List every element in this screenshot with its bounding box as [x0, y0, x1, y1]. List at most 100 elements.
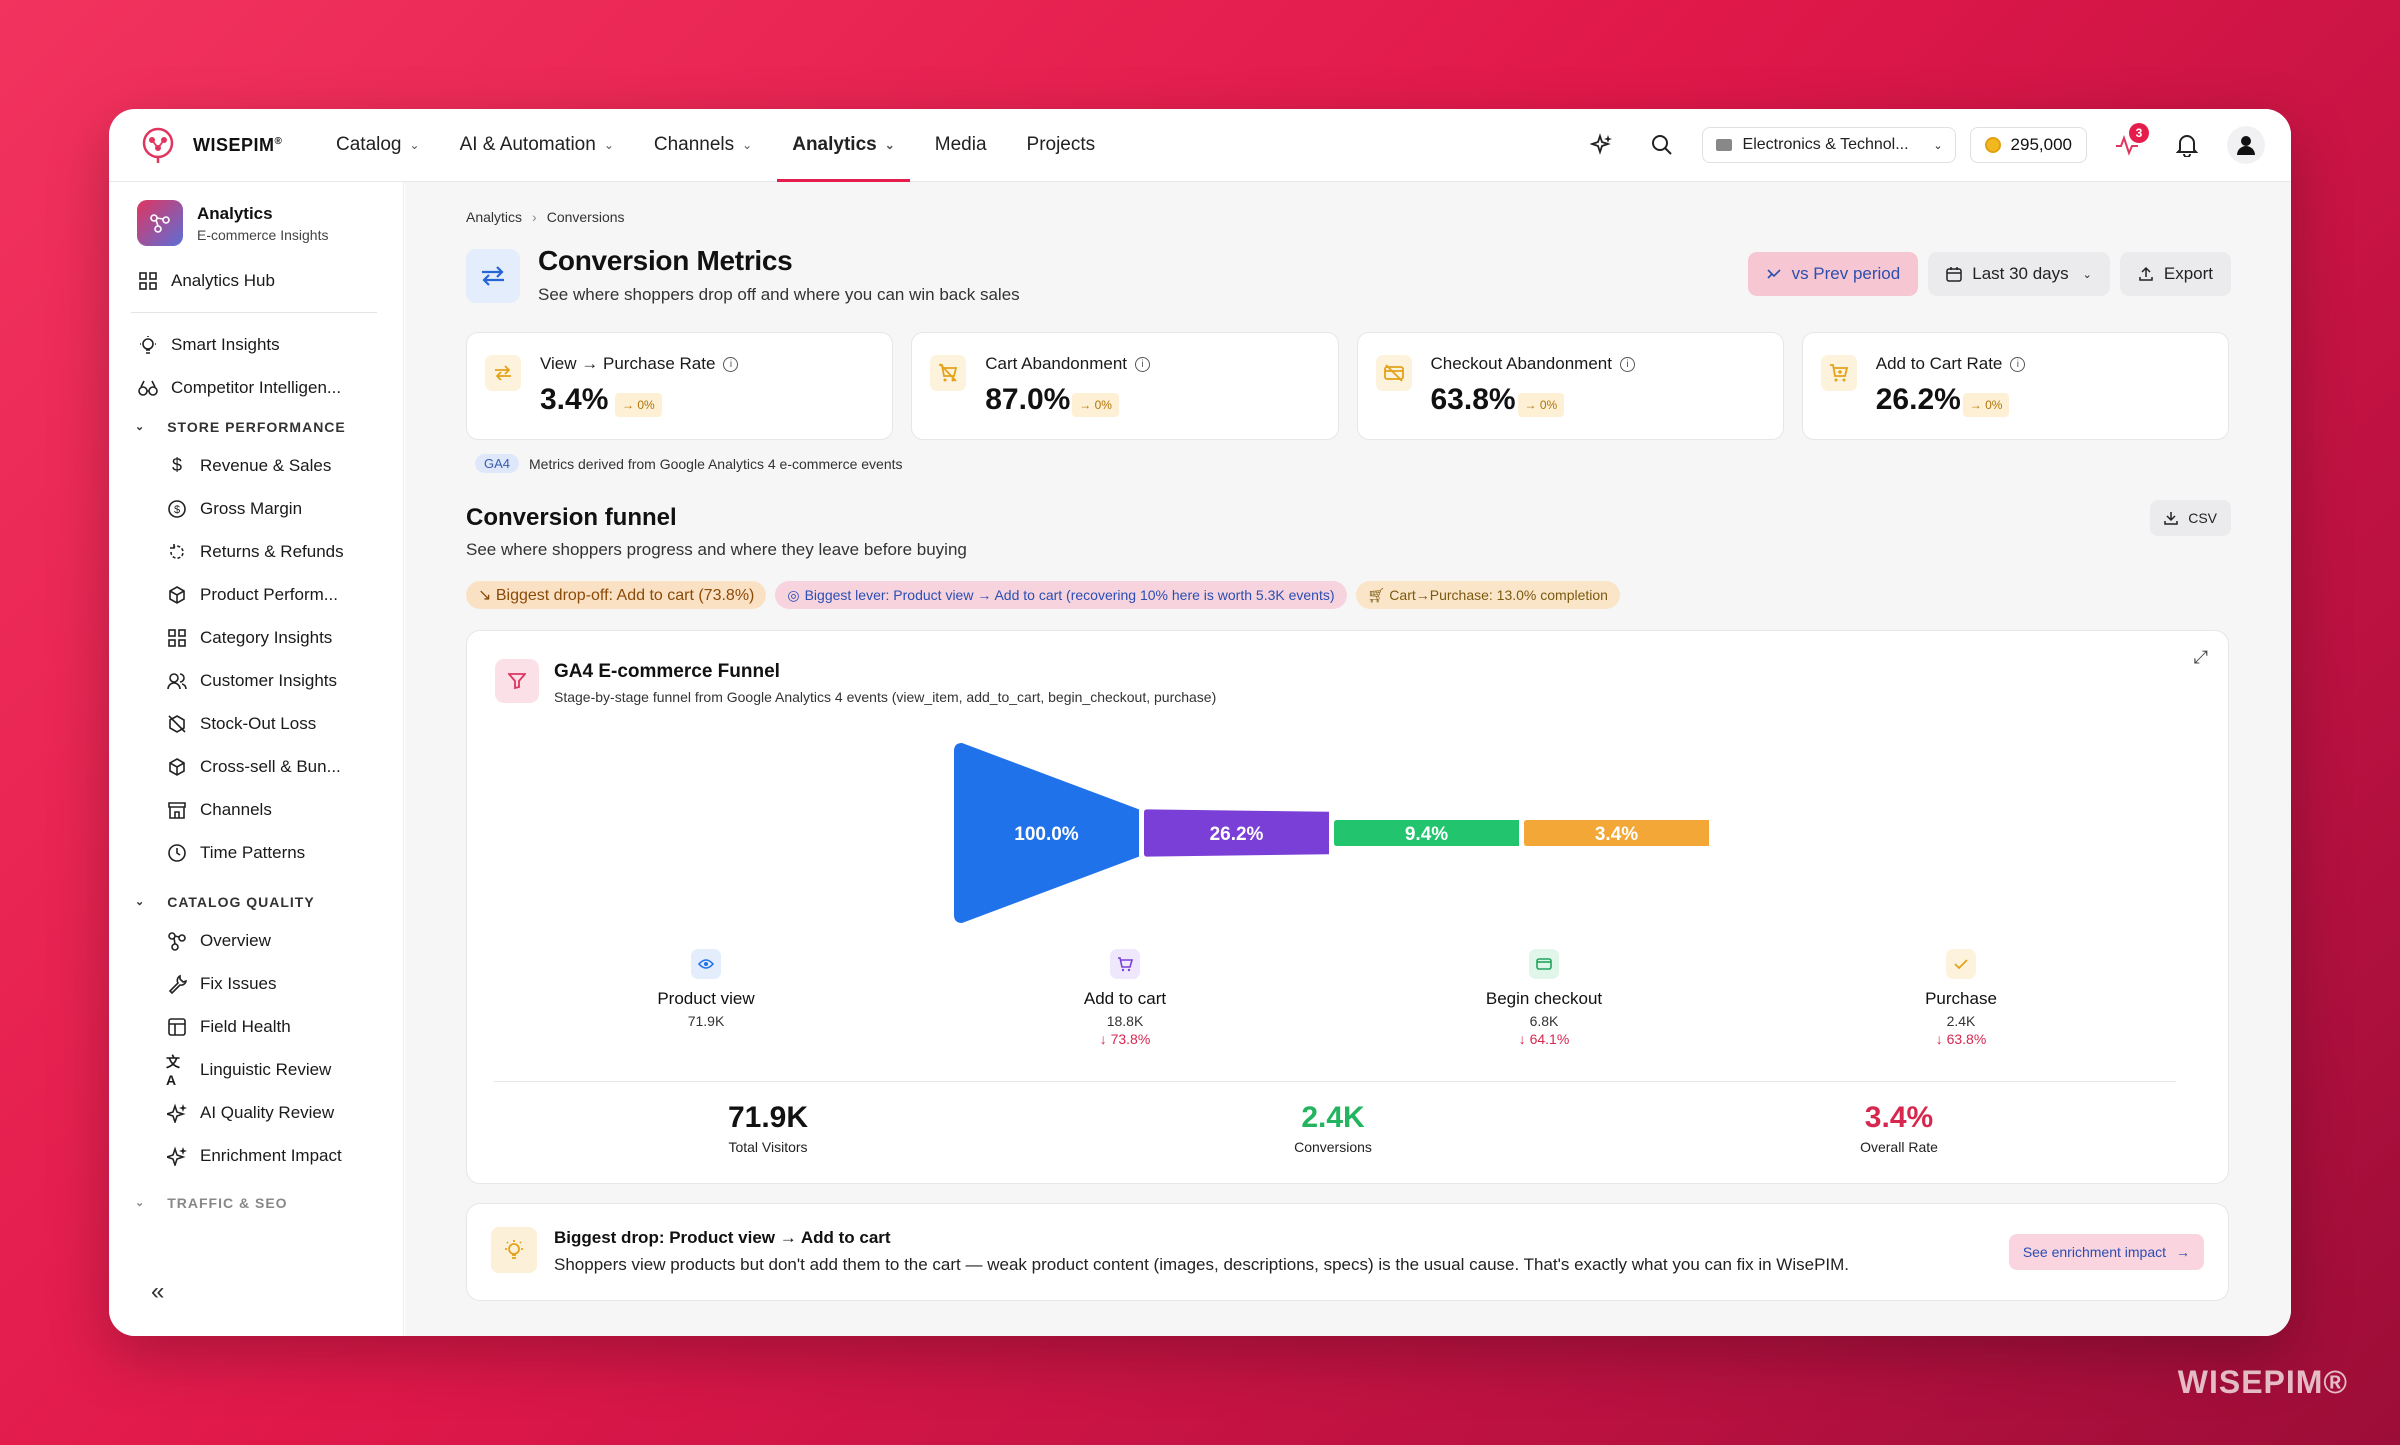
funnel-card-title: GA4 E-commerce Funnel — [554, 661, 780, 682]
funnel-segment[interactable] — [954, 743, 1139, 923]
nav-ai-automation-label: AI & Automation — [459, 134, 596, 155]
sidebar-item-customer-insights[interactable]: Customer Insights — [109, 659, 403, 702]
brand-name: WISEPIM — [193, 134, 275, 155]
sidebar-item-cross-sell-bundles[interactable]: Cross-sell & Bun... — [109, 745, 403, 788]
notifications-button[interactable] — [2167, 125, 2207, 165]
stage-name: Begin checkout — [1485, 989, 1603, 1008]
sidebar-item-overview[interactable]: Overview — [109, 919, 403, 962]
sidebar-item-label: Overview — [200, 930, 271, 950]
pill-biggest-lever: ◎ Biggest lever: Product view → Add to ca… — [775, 581, 1347, 609]
funnel-chart: 100.0% 26.2% 9.4% 3.4% — [954, 743, 1709, 923]
info-icon[interactable]: i — [2010, 356, 2026, 372]
date-range-label: Last 30 days — [1972, 264, 2069, 283]
sidebar-item-category-insights[interactable]: Category Insights — [109, 616, 403, 659]
csv-download-button[interactable]: CSV — [2150, 500, 2231, 536]
sidebar-item-channels[interactable]: Channels — [109, 788, 403, 831]
arrow-right-icon: → — [2176, 1244, 2190, 1260]
sidebar-item-label: Channels — [200, 799, 272, 819]
activity-pulse-icon — [2116, 135, 2138, 156]
sidebar-section-catalog-quality[interactable]: ⌄ CATALOG QUALITY — [109, 884, 403, 919]
arrows-exchange-icon — [466, 249, 520, 303]
collapse-sidebar-button[interactable]: « — [151, 1278, 165, 1305]
sidebar-item-enrichment-impact[interactable]: Enrichment Impact — [109, 1134, 403, 1177]
credits-balance[interactable]: 295,000 — [1969, 127, 2087, 163]
kpi-label: Checkout Abandonment — [1430, 354, 1612, 373]
sidebar-item-fix-issues[interactable]: Fix Issues — [109, 962, 403, 1005]
info-icon[interactable]: i — [1135, 356, 1151, 372]
kpi-change-badge: → 0% — [1517, 393, 1565, 417]
brand-trademark: ® — [274, 135, 283, 147]
sidebar-item-competitor-intelligence[interactable]: Competitor Intelligen... — [109, 366, 403, 409]
nav-ai-automation[interactable]: AI & Automation ⌄ — [445, 109, 629, 181]
nav-analytics-label: Analytics — [792, 134, 877, 155]
nav-channels[interactable]: Channels ⌄ — [639, 109, 767, 181]
chevron-right-icon: › — [532, 209, 537, 225]
see-enrichment-impact-button[interactable]: See enrichment impact → — [2008, 1234, 2204, 1270]
total-label: Overall Rate — [1860, 1139, 1938, 1155]
activity-badge: 3 — [2129, 123, 2149, 143]
sidebar-item-product-performance[interactable]: Product Perform... — [109, 573, 403, 616]
nav-projects-label: Projects — [1026, 134, 1096, 155]
search-button[interactable] — [1642, 125, 1682, 165]
sidebar-item-analytics-hub[interactable]: Analytics Hub — [109, 259, 403, 302]
stage-count: 6.8K — [1529, 1013, 1559, 1029]
breadcrumb-analytics[interactable]: Analytics — [466, 209, 523, 225]
total-visitors: 71.9K Total Visitors — [648, 1101, 888, 1155]
sidebar-item-linguistic-review[interactable]: 文A Linguistic Review — [109, 1048, 403, 1091]
funnel-segment[interactable] — [1524, 820, 1709, 846]
activity-button[interactable]: 3 — [2107, 123, 2149, 165]
chevron-down-icon: ⌄ — [135, 896, 146, 908]
info-icon[interactable]: i — [1619, 356, 1635, 372]
funnel-segment[interactable] — [1334, 820, 1519, 846]
sidebar-item-field-health[interactable]: Field Health — [109, 1005, 403, 1048]
info-icon[interactable]: i — [723, 356, 739, 372]
cart-icon: 🛒︎ — [1367, 586, 1386, 603]
nav-analytics[interactable]: Analytics ⌄ — [777, 109, 910, 182]
user-avatar[interactable] — [2227, 126, 2265, 164]
stage-drop: ↓ 73.8% — [1099, 1031, 1151, 1047]
kpi-value: 87.0% — [985, 383, 1071, 416]
sidebar-item-revenue-sales[interactable]: $ Revenue & Sales — [109, 444, 403, 487]
table-icon — [166, 1016, 188, 1038]
sidebar-item-returns-refunds[interactable]: Returns & Refunds — [109, 530, 403, 573]
date-range-button[interactable]: Last 30 days ⌄ — [1928, 252, 2110, 296]
sidebar-item-label: Competitor Intelligen... — [171, 377, 342, 397]
nav-media[interactable]: Media — [920, 109, 1002, 181]
sidebar-section-traffic-seo[interactable]: ⌄ TRAFFIC & SEO — [109, 1185, 403, 1220]
credits-value: 295,000 — [2010, 135, 2072, 154]
funnel-segment-label: 3.4% — [1595, 824, 1638, 845]
sidebar-item-label: Returns & Refunds — [200, 541, 344, 561]
export-button[interactable]: Export — [2119, 252, 2231, 296]
chevron-down-icon: ⌄ — [135, 1197, 146, 1209]
expand-icon[interactable]: ⤢ — [2193, 647, 2208, 667]
sidebar-item-gross-margin[interactable]: $ Gross Margin — [109, 487, 403, 530]
sidebar-section-store-performance[interactable]: ⌄ STORE PERFORMANCE — [109, 409, 403, 444]
funnel-segment[interactable] — [1144, 809, 1329, 857]
compare-prev-period-button[interactable]: vs Prev period — [1747, 252, 1919, 296]
watermark: WISEPIM® — [2177, 1364, 2348, 1400]
target-icon: ◎ — [787, 586, 800, 603]
kpi-card-cart-abandonment: Cart Abandonment i 87.0% → 0% — [911, 332, 1339, 440]
lightbulb-icon — [491, 1227, 537, 1273]
funnel-segment-label: 9.4% — [1405, 824, 1448, 845]
brain-logo-icon — [137, 124, 179, 166]
brand-logo[interactable]: WISEPIM® — [137, 124, 307, 166]
sidebar-item-smart-insights[interactable]: Smart Insights — [109, 323, 403, 366]
sparkle-icon — [166, 1145, 188, 1167]
bell-icon — [2176, 135, 2198, 157]
sidebar-item-stock-out-loss[interactable]: Stock-Out Loss — [109, 702, 403, 745]
stage-count: 2.4K — [1946, 1013, 1976, 1029]
nav-catalog[interactable]: Catalog ⌄ — [321, 109, 435, 181]
stage-drop: ↓ 63.8% — [1935, 1031, 1987, 1047]
ga4-note-text: Metrics derived from Google Analytics 4 … — [529, 455, 903, 472]
sidebar: Analytics E-commerce Insights Analytics … — [109, 182, 404, 1336]
export-button-label: Export — [2163, 264, 2213, 283]
sidebar-item-ai-quality-review[interactable]: AI Quality Review — [109, 1091, 403, 1134]
calendar-icon — [1946, 267, 1962, 282]
ai-sparkle-button[interactable] — [1582, 125, 1622, 165]
sidebar-subtitle: E-commerce Insights — [197, 226, 329, 243]
nav-projects[interactable]: Projects — [1012, 109, 1111, 181]
sidebar-item-time-patterns[interactable]: Time Patterns — [109, 831, 403, 874]
funnel-filter-icon — [495, 659, 539, 703]
store-selector[interactable]: Electronics & Technol... ⌄ — [1701, 127, 1956, 163]
